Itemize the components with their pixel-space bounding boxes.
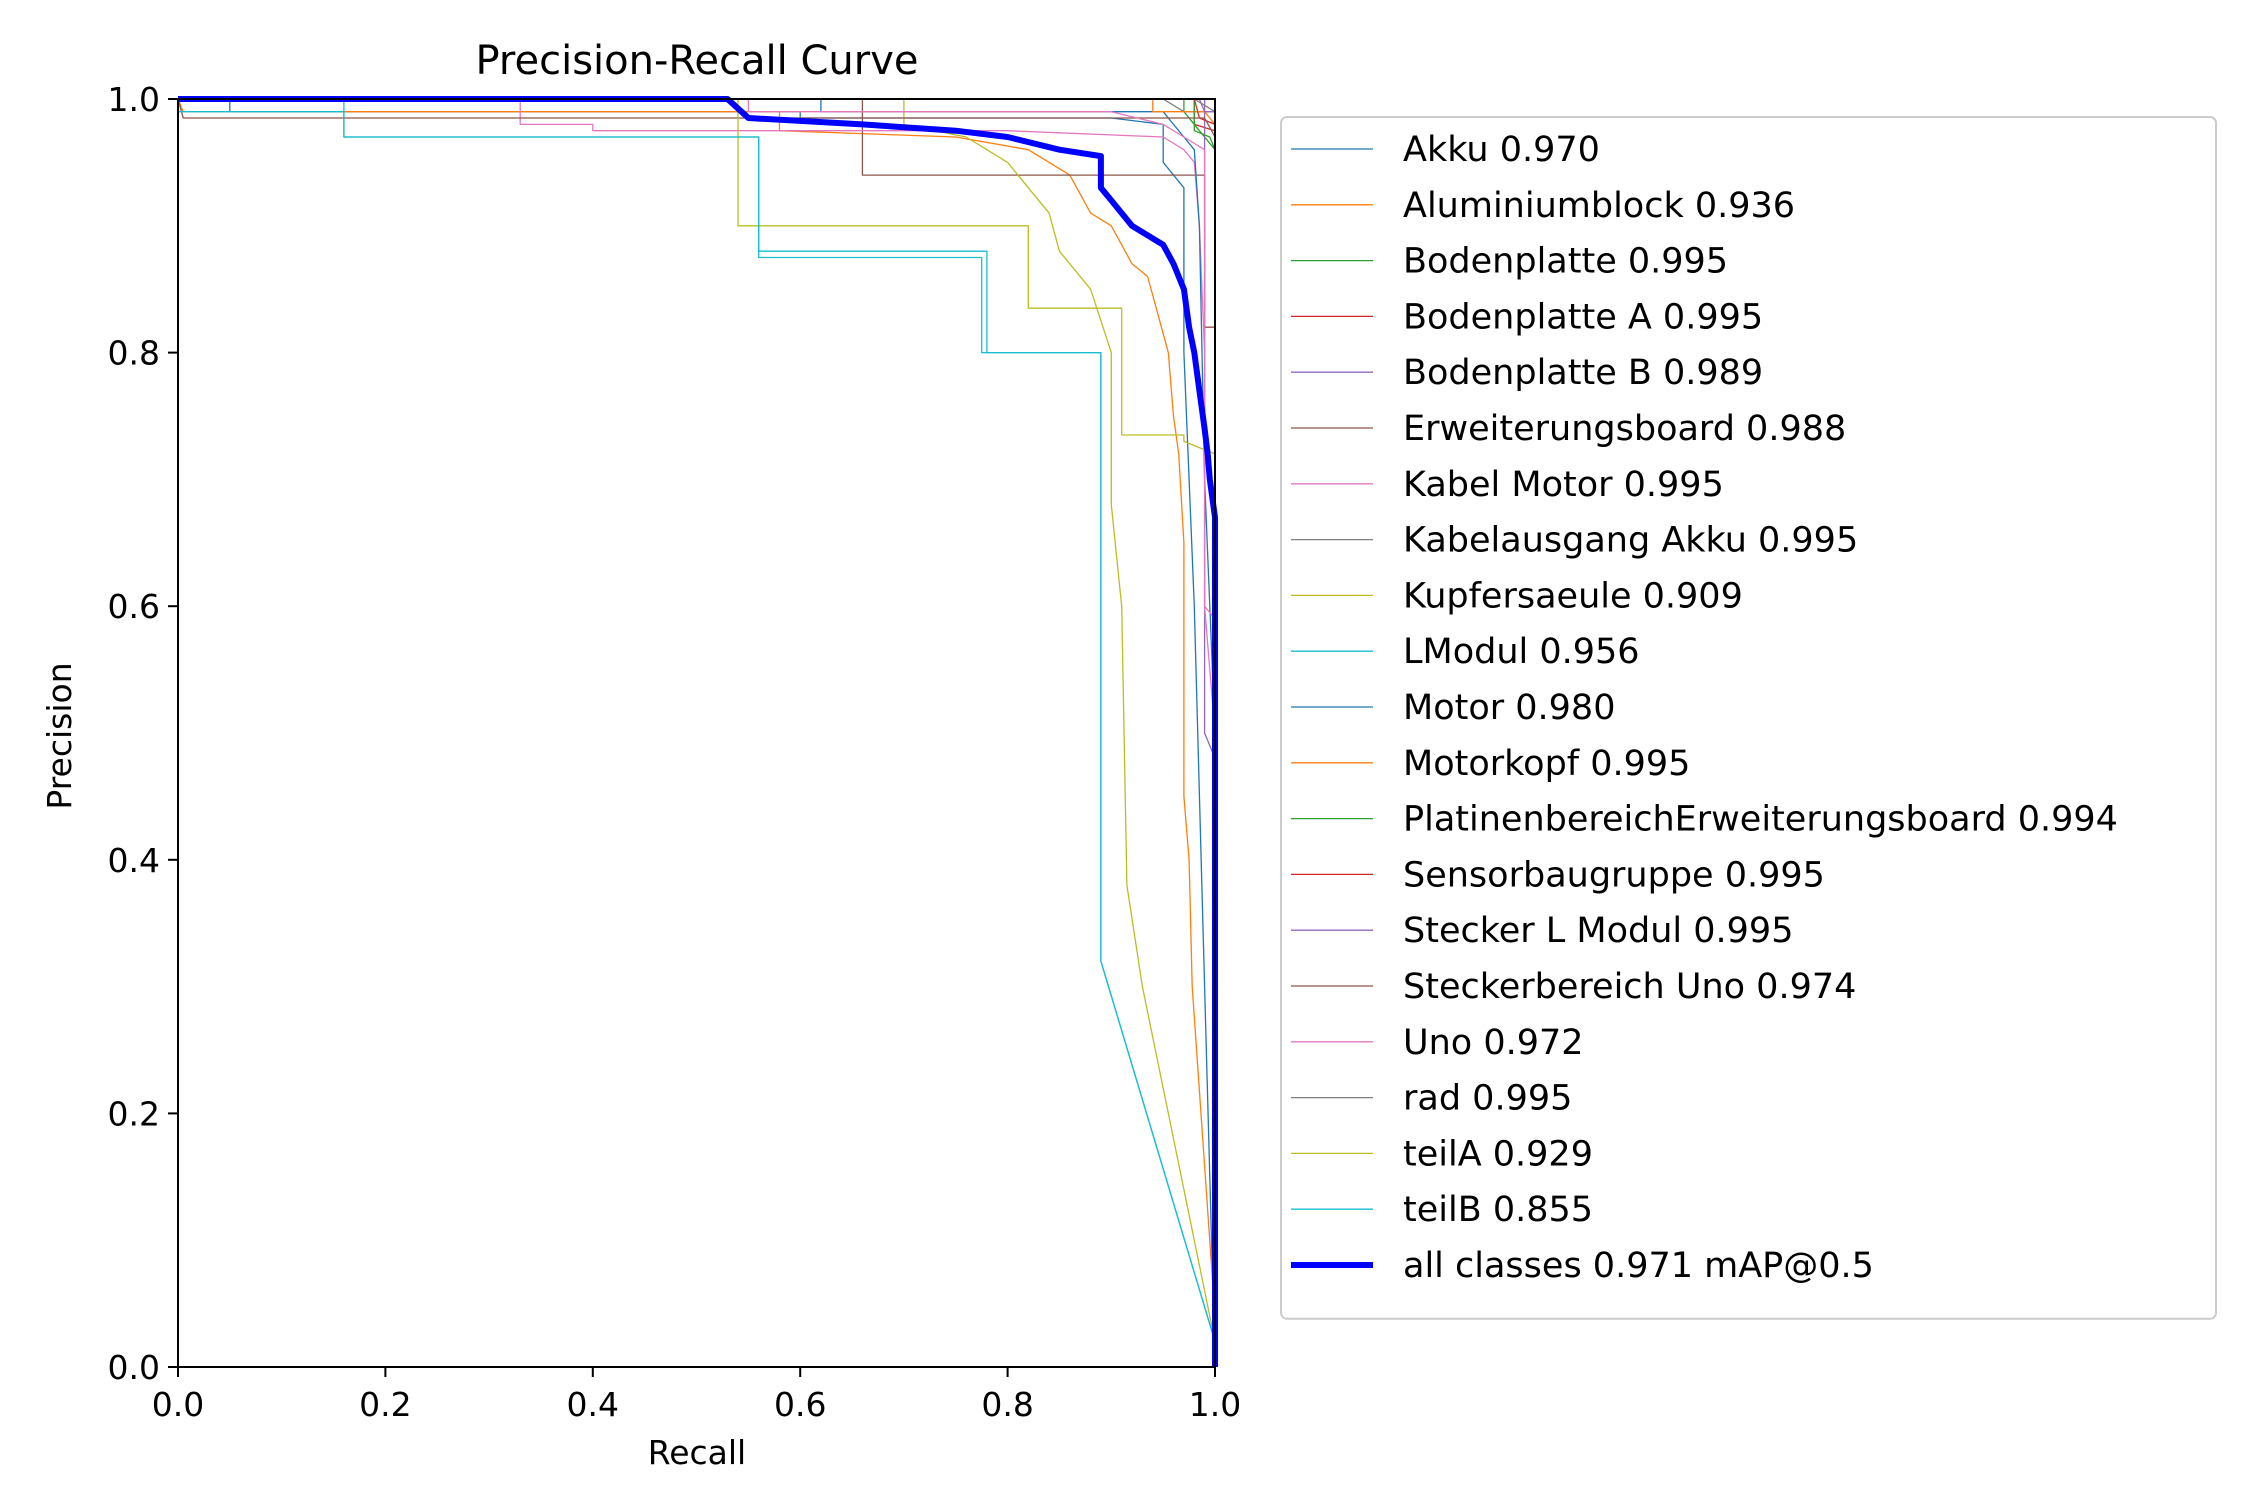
legend-label-1: Aluminiumblock 0.936 [1403, 186, 1795, 226]
x-tick-label-3: 0.6 [774, 1385, 826, 1424]
legend-label-11: Motorkopf 0.995 [1403, 744, 1690, 784]
x-axis-label: Recall [648, 1433, 746, 1472]
series-line-20 [178, 96, 1218, 1367]
series-line-18 [178, 98, 1216, 1367]
x-tick-label-0: 0.0 [152, 1385, 204, 1424]
y-tick-label-0: 0.0 [108, 1348, 160, 1387]
legend-label-18: teilA 0.929 [1403, 1134, 1593, 1174]
y-tick-label-5: 1.0 [108, 80, 160, 119]
legend-label-5: Erweiterungsboard 0.988 [1403, 409, 1846, 449]
y-tick-label-1: 0.2 [108, 1094, 160, 1133]
legend: Akku 0.970 Aluminiumblock 0.936 Bodenplatt… [1280, 116, 2217, 1320]
x-tick-label-4: 0.8 [981, 1385, 1033, 1424]
legend-label-4: Bodenplatte B 0.989 [1403, 353, 1763, 393]
x-tick-label-5: 1.0 [1189, 1385, 1241, 1424]
legend-label-13: Sensorbaugruppe 0.995 [1403, 855, 1825, 895]
series-line-6 [178, 98, 1216, 1367]
legend-label-14: Stecker L Modul 0.995 [1403, 911, 1793, 951]
legend-label-20: all classes 0.971 mAP@0.5 [1403, 1246, 1874, 1286]
plot-frame [177, 98, 1216, 1368]
x-tick-label-1: 0.2 [359, 1385, 411, 1424]
y-tick-label-4: 0.8 [108, 334, 160, 373]
series-line-1 [177, 98, 1216, 1317]
chart-title: Precision-Recall Curve [476, 38, 919, 84]
legend-label-8: Kupfersaeule 0.909 [1403, 576, 1743, 616]
y-tick-label-2: 0.4 [108, 841, 160, 880]
axes: 0.0 0.2 0.4 0.6 0.8 1.0 0.0 0.2 0.4 0.6 0.8 1.0 [108, 80, 1242, 1424]
legend-label-10: Motor 0.980 [1403, 688, 1615, 728]
series-line-19 [177, 99, 1216, 1342]
x-tick-label-2: 0.4 [567, 1385, 619, 1424]
y-axis-label: Precision [40, 662, 79, 809]
legend-label-15: Steckerbereich Uno 0.974 [1403, 967, 1856, 1007]
legend-label-19: teilB 0.855 [1403, 1190, 1593, 1230]
legend-label-6: Kabel Motor 0.995 [1403, 465, 1724, 505]
y-tick-label-3: 0.6 [108, 587, 160, 626]
series-line-16 [178, 98, 1216, 1367]
legend-label-12: PlatinenbereichErweiterungsboard 0.994 [1403, 800, 2118, 840]
legend-label-0: Akku 0.970 [1403, 130, 1600, 170]
legend-frame [1280, 116, 2217, 1320]
legend-label-16: Uno 0.972 [1403, 1023, 1584, 1063]
legend-label-9: LModul 0.956 [1403, 632, 1640, 672]
legend-label-7: Kabelausgang Akku 0.995 [1403, 521, 1858, 561]
legend-label-17: rad 0.995 [1403, 1079, 1572, 1119]
legend-label-2: Bodenplatte 0.995 [1403, 242, 1728, 282]
legend-label-3: Bodenplatte A 0.995 [1403, 297, 1763, 337]
plot-area [177, 96, 1218, 1368]
